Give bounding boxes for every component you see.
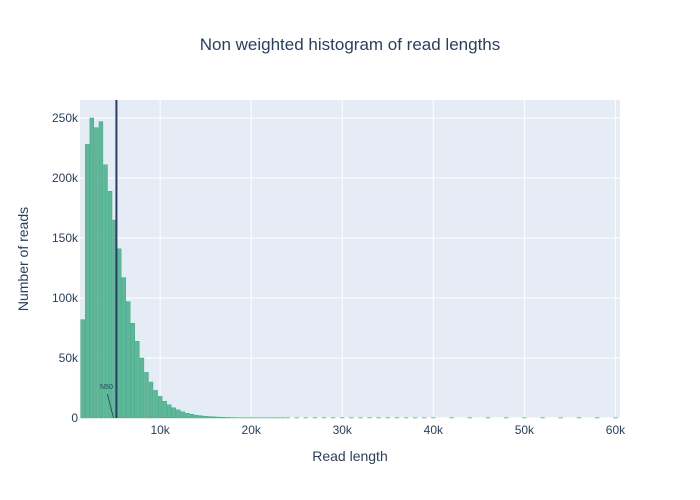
histogram-bar <box>194 414 199 419</box>
x-tick-label: 40k <box>424 423 444 437</box>
y-tick-label: 250k <box>52 111 79 125</box>
x-tick-label: 30k <box>333 423 353 437</box>
x-tick-label: 50k <box>515 423 535 437</box>
y-axis-ticks: 0 50k 100k 150k 200k 250k <box>52 111 79 425</box>
x-tick-label: 10k <box>150 423 170 437</box>
x-tick-label: 60k <box>606 423 626 437</box>
y-axis-title: Number of reads <box>15 207 31 311</box>
annotations: N50 <box>100 100 118 419</box>
histogram-bar <box>167 404 172 419</box>
histogram-bar <box>221 417 227 419</box>
histogram-bar <box>98 121 104 419</box>
histogram-bar <box>203 416 208 419</box>
histogram-bar <box>94 127 99 419</box>
histogram-bar <box>176 409 181 419</box>
histogram-bar <box>135 341 140 419</box>
histogram-bar <box>130 323 135 419</box>
histogram-bar <box>139 357 145 419</box>
x-axis-title: Read length <box>312 448 388 464</box>
y-tick-label: 0 <box>71 411 78 425</box>
histogram-bar <box>157 396 163 419</box>
histogram-bar <box>116 248 122 419</box>
histogram-bar <box>189 414 195 419</box>
histogram-bar <box>171 407 176 419</box>
histogram-bar <box>103 164 108 419</box>
histogram-bar <box>85 144 90 419</box>
histogram-bar <box>162 401 167 419</box>
histogram-bar <box>185 413 190 419</box>
histogram-bar <box>153 390 158 419</box>
histogram-bar <box>180 411 186 419</box>
histogram-bar <box>148 381 154 419</box>
plot-background <box>80 100 620 418</box>
y-tick-label: 150k <box>52 231 79 245</box>
y-tick-label: 200k <box>52 171 79 185</box>
histogram-bar <box>212 416 217 419</box>
histogram-bar <box>217 416 222 419</box>
histogram-bar <box>121 277 126 419</box>
y-tick-label: 50k <box>59 351 79 365</box>
x-axis-ticks: 10k 20k 30k 40k 50k 60k <box>150 423 626 437</box>
histogram-bar <box>126 301 131 419</box>
histogram-bar <box>89 117 95 419</box>
histogram-bar <box>226 417 231 419</box>
x-tick-label: 20k <box>242 423 262 437</box>
chart-title: Non weighted histogram of read lengths <box>200 35 501 54</box>
histogram-bar <box>198 415 204 419</box>
histogram-bar <box>208 416 213 419</box>
y-tick-label: 100k <box>52 291 79 305</box>
n50-arrow <box>107 393 114 419</box>
histogram-bar <box>107 190 113 419</box>
histogram-bar <box>80 319 85 419</box>
histogram-bars <box>80 117 618 419</box>
histogram-bar <box>144 372 149 419</box>
n50-label: N50 <box>100 384 113 391</box>
